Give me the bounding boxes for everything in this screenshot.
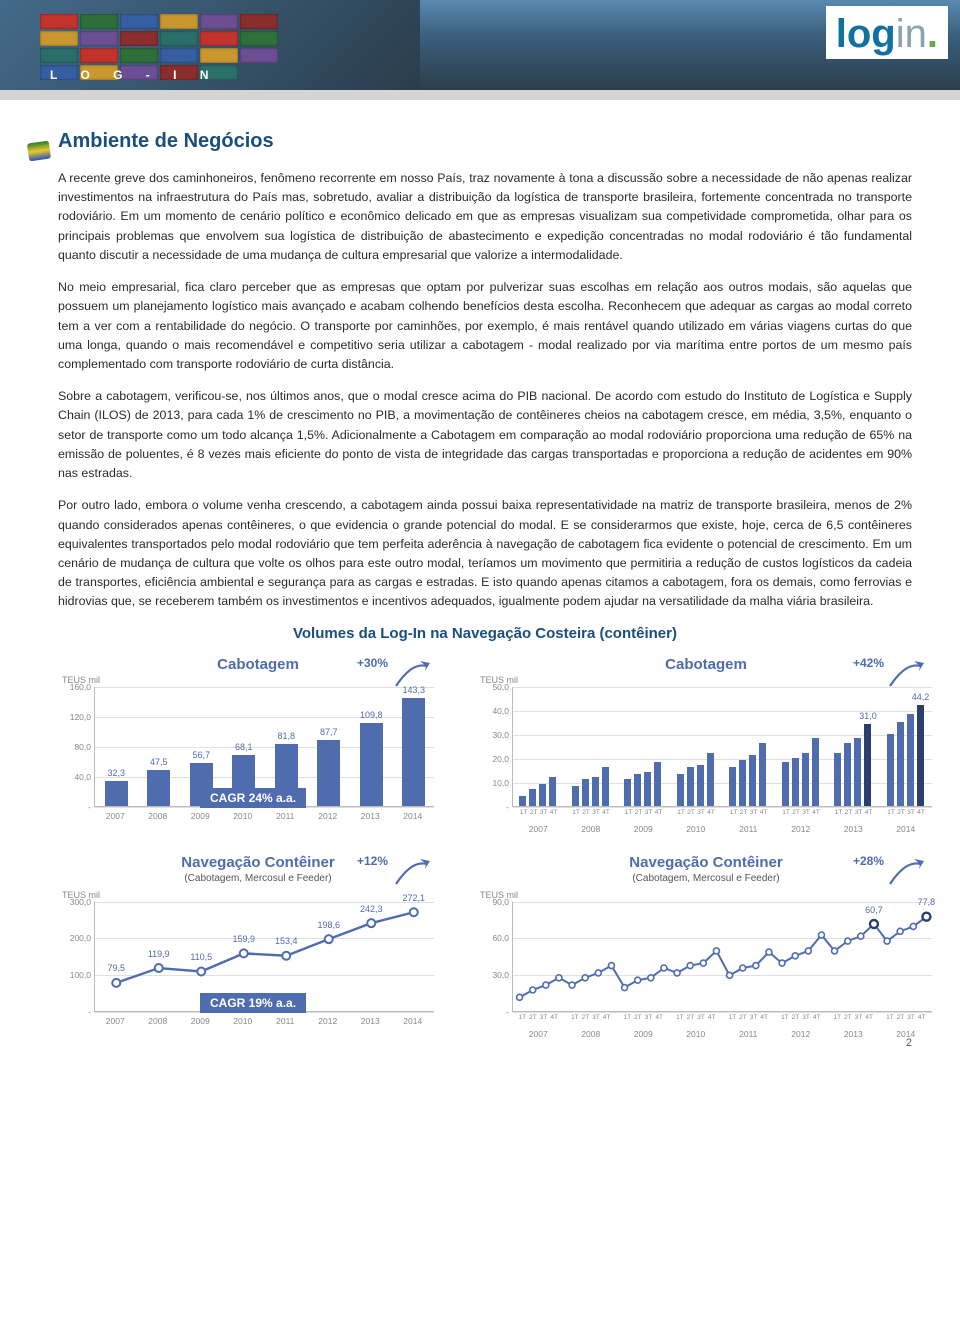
chart2-ylabel: TEUS mil bbox=[476, 675, 936, 685]
chart3-ylabel: TEUS mil bbox=[58, 890, 458, 900]
chart3-cagr: CAGR 19% a.a. bbox=[200, 993, 306, 1013]
chart2-plot: -10,020,030,040,050,031,044,2 bbox=[512, 687, 932, 807]
paragraph-3: Sobre a cabotagem, verificou-se, nos últ… bbox=[58, 387, 912, 483]
chart2-pct: +42% bbox=[853, 656, 884, 670]
page-number: 2 bbox=[906, 1037, 912, 1049]
brazil-flag-icon bbox=[27, 141, 51, 162]
logo-dot: . bbox=[927, 12, 938, 56]
chart4-quarter-labels: 1T2T3T4T1T2T3T4T1T2T3T4T1T2T3T4T1T2T3T4T… bbox=[512, 1012, 932, 1021]
chart1-xlabels: 20072008200920102011201220132014 bbox=[94, 807, 434, 821]
chart1-ylabel: TEUS mil bbox=[58, 675, 458, 685]
chart4-year-labels: 20072008200920102011201220132014 bbox=[512, 1021, 932, 1039]
chart3-pct: +12% bbox=[357, 854, 388, 868]
chart3-title: Navegação Contêiner bbox=[58, 854, 458, 871]
chart-cabotagem-quarterly: Cabotagem TEUS mil +42% -10,020,030,040,… bbox=[476, 656, 936, 834]
chart1-title: Cabotagem bbox=[58, 656, 458, 673]
chart4-subtitle: (Cabotagem, Mercosul e Feeder) bbox=[476, 873, 936, 884]
page-banner: L O G - I N login. bbox=[0, 0, 960, 100]
banner-ship-silhouette: L O G - I N bbox=[0, 0, 420, 90]
brand-logo: login. bbox=[826, 6, 948, 59]
logo-text: login. bbox=[836, 12, 938, 56]
charts-section-title: Volumes da Log-In na Navegação Costeira … bbox=[58, 625, 912, 642]
banner-brand-label: L O G - I N bbox=[50, 68, 218, 82]
chart1-pct: +30% bbox=[357, 656, 388, 670]
paragraph-1: A recente greve dos caminhoneiros, fenôm… bbox=[58, 169, 912, 265]
chart4-plot: -30,060,090,060,777,8 bbox=[512, 902, 932, 1012]
page-content: Ambiente de Negócios A recente greve dos… bbox=[0, 100, 960, 1059]
chart3-subtitle: (Cabotagem, Mercosul e Feeder) bbox=[58, 873, 458, 884]
logo-part-1: log bbox=[836, 12, 896, 56]
chart1-cagr: CAGR 24% a.a. bbox=[200, 788, 306, 808]
charts-grid: Cabotagem TEUS mil +30% -40,080,0120,016… bbox=[58, 656, 912, 1039]
chart4-ylabel: TEUS mil bbox=[476, 890, 936, 900]
chart4-pct: +28% bbox=[853, 854, 884, 868]
logo-part-2: in bbox=[896, 12, 927, 56]
chart2-quarter-labels: 1T2T3T4T1T2T3T4T1T2T3T4T1T2T3T4T1T2T3T4T… bbox=[512, 807, 932, 816]
chart-cabotagem-annual: Cabotagem TEUS mil +30% -40,080,0120,016… bbox=[58, 656, 458, 834]
section-title: Ambiente de Negócios bbox=[58, 130, 912, 153]
paragraph-2: No meio empresarial, fica claro perceber… bbox=[58, 278, 912, 374]
chart-navegacao-quarterly: Navegação Contêiner (Cabotagem, Mercosul… bbox=[476, 854, 936, 1039]
chart2-year-labels: 20072008200920102011201220132014 bbox=[512, 816, 932, 834]
chart-navegacao-annual: Navegação Contêiner (Cabotagem, Mercosul… bbox=[58, 854, 458, 1039]
chart3-xlabels: 20072008200920102011201220132014 bbox=[94, 1012, 434, 1026]
paragraph-4: Por outro lado, embora o volume venha cr… bbox=[58, 496, 912, 611]
